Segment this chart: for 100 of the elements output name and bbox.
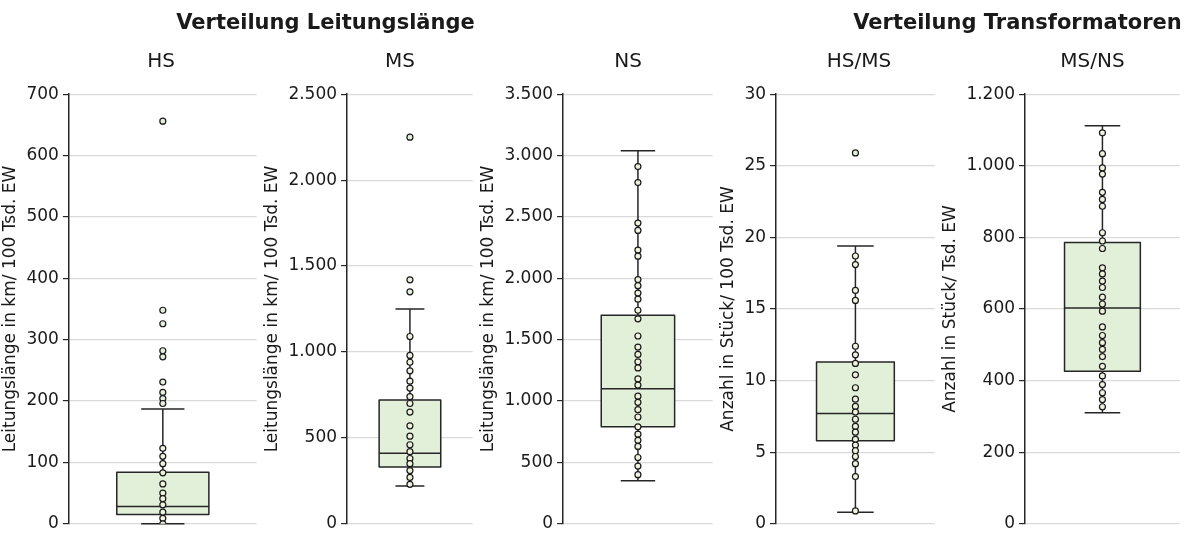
y-tick-label: 500 <box>26 205 59 226</box>
point <box>406 399 414 408</box>
y-tick-label: 2.000 <box>288 168 338 189</box>
point <box>1098 188 1107 196</box>
point <box>1098 270 1107 278</box>
point <box>851 408 860 416</box>
point <box>1098 129 1107 137</box>
point <box>634 453 642 462</box>
point <box>851 359 860 368</box>
y-tick-label: 1.500 <box>504 328 554 349</box>
point <box>1098 372 1107 380</box>
point <box>1098 331 1107 340</box>
y-tick-label: 1.000 <box>966 154 1016 175</box>
point <box>634 462 642 470</box>
y-tick-label: 15 <box>744 297 767 318</box>
point <box>406 448 414 456</box>
y-tick-label: 3.500 <box>504 82 554 103</box>
point <box>851 252 860 260</box>
point <box>1098 307 1107 315</box>
y-tick-label: 100 <box>26 450 59 471</box>
point <box>851 428 860 436</box>
point <box>406 441 414 449</box>
y-tick-label: 800 <box>982 225 1016 246</box>
y-axis-title: Anzahl in Stück/ Tsd. EW <box>938 204 959 413</box>
y-tick-label: 10 <box>744 369 767 390</box>
point <box>1098 202 1107 210</box>
point <box>1098 195 1107 204</box>
point <box>851 460 860 468</box>
point <box>851 452 860 461</box>
point <box>1098 345 1107 354</box>
point <box>634 398 642 406</box>
point <box>634 471 642 479</box>
point <box>406 473 414 481</box>
point <box>634 358 642 366</box>
y-tick-label: 400 <box>982 369 1016 390</box>
point <box>406 460 414 468</box>
point <box>851 422 860 431</box>
point <box>634 364 642 372</box>
point <box>634 219 642 227</box>
point <box>851 395 860 403</box>
point <box>1098 170 1107 178</box>
point <box>634 381 642 389</box>
y-tick-label: 0 <box>48 512 59 533</box>
point <box>1098 237 1107 245</box>
point <box>1098 353 1107 361</box>
point <box>634 282 642 290</box>
point <box>634 315 642 323</box>
point <box>1098 277 1107 285</box>
point <box>406 358 414 366</box>
y-tick-label: 200 <box>982 440 1016 461</box>
point <box>851 371 860 379</box>
point <box>634 375 642 383</box>
point <box>406 408 414 416</box>
point <box>634 406 642 414</box>
y-tick-label: 600 <box>26 143 59 164</box>
point <box>634 343 642 351</box>
y-tick-label: 5 <box>755 440 767 461</box>
y-tick-label: 500 <box>304 426 338 447</box>
point <box>1098 164 1107 172</box>
point <box>406 332 414 341</box>
y-tick-label: 0 <box>1004 512 1016 533</box>
point <box>406 480 414 488</box>
y-tick-label: 3.000 <box>504 143 554 164</box>
point <box>851 402 860 410</box>
point <box>1098 380 1107 389</box>
point <box>406 422 414 430</box>
point <box>851 447 860 455</box>
point <box>1098 389 1107 397</box>
point <box>406 367 414 375</box>
point <box>851 296 860 305</box>
point <box>406 377 414 385</box>
chart-subtitle: MS/NS <box>1059 48 1126 72</box>
y-tick-label: 1.000 <box>504 389 554 410</box>
chart-subtitle: HS <box>146 48 176 72</box>
chart-title: Verteilung Leitungslänge <box>175 10 476 34</box>
y-tick-label: 2.500 <box>504 205 554 226</box>
point <box>1098 403 1107 411</box>
point <box>851 286 860 294</box>
point <box>1098 264 1107 272</box>
chart-title: Verteilung Transformatoren <box>852 10 1183 34</box>
y-tick-label: 1.500 <box>288 254 338 275</box>
point <box>634 178 642 187</box>
point <box>634 423 642 431</box>
point <box>634 350 642 359</box>
y-tick-label: 700 <box>26 82 59 103</box>
y-tick-label: 300 <box>26 328 59 349</box>
point <box>1098 293 1107 301</box>
point <box>406 384 414 392</box>
point <box>406 466 414 475</box>
point <box>851 472 860 481</box>
point <box>851 384 860 392</box>
point <box>634 332 642 340</box>
y-tick-label: 25 <box>744 154 767 175</box>
chart-subtitle: HS/MS <box>825 48 893 72</box>
point <box>1098 229 1107 237</box>
point <box>634 289 642 297</box>
point <box>634 226 642 235</box>
point <box>851 415 860 423</box>
y-tick-label: 600 <box>982 297 1016 318</box>
point <box>634 442 642 451</box>
